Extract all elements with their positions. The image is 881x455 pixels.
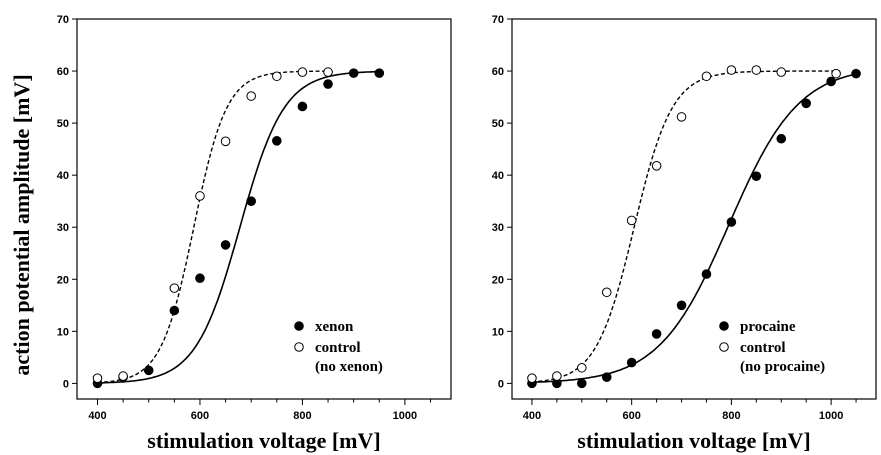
data-point-filled bbox=[826, 76, 836, 87]
data-point-filled bbox=[726, 217, 737, 227]
data-point-open bbox=[676, 112, 687, 122]
legend-label-line2: (no procaine) bbox=[740, 359, 825, 375]
fit-curve-procaine bbox=[531, 73, 857, 384]
data-point-open bbox=[169, 283, 180, 293]
data-point-open bbox=[776, 67, 787, 77]
data-point-open bbox=[297, 67, 308, 77]
x-axis-label: stimulation voltage [mV] bbox=[147, 428, 380, 453]
data-point-open bbox=[527, 373, 537, 383]
data-point-open bbox=[626, 215, 637, 226]
data-point-filled bbox=[601, 372, 612, 382]
data-point-filled bbox=[776, 133, 787, 144]
data-point-filled bbox=[577, 378, 587, 389]
data-point-filled bbox=[272, 136, 282, 146]
data-point-open bbox=[195, 191, 205, 201]
y-tick-label: 10 bbox=[57, 326, 69, 338]
data-point-filled bbox=[323, 79, 333, 89]
panel-procaine: 0 10 20 30 40 50 60 70 400 600 800 1000 stimulation … bbox=[492, 14, 877, 453]
data-point-open bbox=[601, 287, 612, 298]
data-point-filled bbox=[801, 98, 811, 109]
data-point-open bbox=[220, 136, 231, 147]
y-tick-label: 50 bbox=[57, 118, 69, 130]
data-point-filled bbox=[297, 101, 308, 112]
data-point-filled bbox=[651, 329, 662, 339]
data-point-filled bbox=[701, 269, 712, 279]
data-point-open bbox=[701, 71, 712, 82]
data-point-filled bbox=[751, 171, 762, 182]
plot-frame bbox=[511, 18, 877, 400]
fit-curve-control bbox=[97, 70, 328, 384]
legend-label: control bbox=[740, 340, 786, 356]
panel-xenon: 0 10 20 30 40 50 60 70 400 600 800 1000 stimulation … bbox=[57, 14, 452, 453]
data-point-open bbox=[323, 67, 333, 77]
legend-marker bbox=[719, 321, 729, 331]
x-tick-label: 1000 bbox=[393, 410, 417, 422]
data-point-open bbox=[577, 362, 587, 373]
data-point-open bbox=[726, 65, 737, 75]
x-tick-label: 800 bbox=[722, 410, 740, 422]
y-tick-label: 50 bbox=[492, 118, 504, 130]
data-point-filled bbox=[246, 196, 256, 206]
data-point-open bbox=[552, 371, 562, 381]
legend-label: control bbox=[315, 340, 361, 356]
data-point-open bbox=[831, 68, 841, 79]
legend-label: xenon bbox=[315, 319, 354, 335]
x-axis-label: stimulation voltage [mV] bbox=[577, 428, 810, 453]
data-point-filled bbox=[851, 68, 861, 79]
legend-marker bbox=[294, 321, 304, 331]
data-point-filled bbox=[626, 357, 637, 368]
x-tick-label: 400 bbox=[523, 410, 541, 422]
data-point-open bbox=[118, 371, 128, 381]
data-point-filled bbox=[676, 300, 687, 311]
y-tick-label: 60 bbox=[492, 66, 504, 78]
plot-frame bbox=[76, 18, 452, 400]
y-tick-label: 70 bbox=[492, 14, 504, 26]
data-point-filled bbox=[348, 68, 359, 78]
y-tick-label: 20 bbox=[57, 274, 69, 286]
x-tick-label: 1000 bbox=[819, 410, 843, 422]
data-point-open bbox=[751, 65, 762, 75]
legend-marker bbox=[294, 342, 304, 352]
legend-label: procaine bbox=[740, 319, 796, 335]
data-point-filled bbox=[220, 240, 231, 250]
y-tick-label: 20 bbox=[492, 274, 504, 286]
y-tick-label: 0 bbox=[498, 378, 504, 390]
x-tick-label: 600 bbox=[622, 410, 640, 422]
data-point-filled bbox=[195, 273, 205, 284]
fit-curve-xenon bbox=[97, 70, 380, 384]
x-tick-label: 400 bbox=[88, 410, 106, 422]
y-tick-label: 30 bbox=[57, 222, 69, 234]
data-point-filled bbox=[169, 305, 180, 316]
y-tick-label: 70 bbox=[57, 14, 69, 26]
y-tick-label: 0 bbox=[63, 378, 69, 390]
data-point-open bbox=[92, 373, 103, 383]
x-tick-label: 800 bbox=[293, 410, 311, 422]
y-tick-label: 40 bbox=[57, 170, 69, 182]
y-axis-label: action potential amplitude [mV] bbox=[9, 74, 34, 375]
y-tick-label: 30 bbox=[492, 222, 504, 234]
legend-marker bbox=[719, 342, 729, 352]
data-point-open bbox=[272, 71, 282, 82]
data-point-open bbox=[651, 160, 662, 171]
data-point-filled bbox=[143, 365, 154, 376]
y-tick-label: 10 bbox=[492, 326, 504, 338]
y-tick-label: 40 bbox=[492, 170, 504, 182]
data-point-open bbox=[246, 91, 256, 101]
data-point-filled bbox=[374, 68, 385, 78]
y-tick-label: 60 bbox=[57, 66, 69, 78]
x-tick-label: 600 bbox=[191, 410, 209, 422]
legend-label-line2: (no xenon) bbox=[315, 359, 383, 375]
